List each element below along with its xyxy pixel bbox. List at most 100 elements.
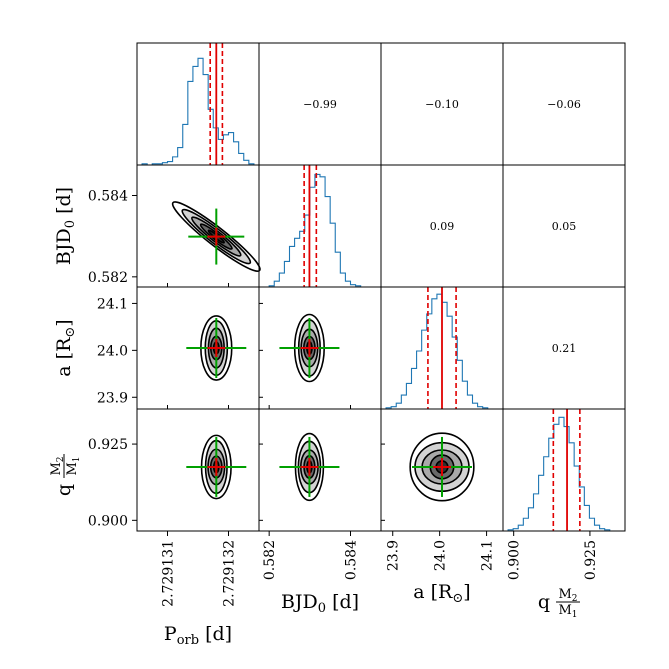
frac-num-sub: 2 bbox=[56, 456, 66, 462]
label-subscript: 0 bbox=[318, 601, 326, 616]
hist-step-semimajor bbox=[381, 293, 503, 410]
frac-num: M bbox=[558, 587, 571, 602]
x-axis-label: a [R⊙] bbox=[413, 581, 470, 606]
fraction-denominator: M1 bbox=[65, 456, 82, 475]
label-main: a bbox=[53, 365, 75, 376]
scatter-panel-period-semimajor bbox=[136, 286, 260, 410]
x-label-bjd0: BJD0 [d] bbox=[281, 591, 359, 616]
label-main: P bbox=[164, 623, 177, 645]
y-axis-label: q bbox=[53, 484, 75, 496]
label-main: BJD bbox=[53, 228, 75, 265]
x-tick-label: 2.729131 bbox=[161, 540, 177, 607]
label-main: q bbox=[53, 484, 75, 496]
y-tick-label: 0.582 bbox=[88, 270, 128, 286]
corr-value: 0.05 bbox=[552, 220, 577, 233]
x-tick-label: 0.582 bbox=[262, 540, 278, 580]
y-axis-massratio: 0.900 0.925 bbox=[88, 437, 385, 529]
frac-den: M bbox=[65, 462, 80, 475]
fraction-denominator: M1 bbox=[558, 603, 577, 620]
frac-num-sub: 2 bbox=[572, 594, 578, 604]
label-unit-subscript: ⊙ bbox=[452, 591, 463, 606]
label-unit: [d] bbox=[199, 623, 232, 645]
fraction-numerator: M2 bbox=[558, 587, 577, 604]
y-label-bjd0: BJD0 [d] bbox=[53, 187, 78, 265]
label-unit-subscript: ⊙ bbox=[63, 327, 78, 338]
x-tick-label: 0.900 bbox=[507, 540, 523, 580]
hist-panel-bjd0 bbox=[258, 164, 382, 288]
hist-frame-bjd0 bbox=[258, 164, 382, 288]
label-unit-close: ] bbox=[53, 319, 75, 326]
y-axis-semimajor: 23.9 24.0 24.1 bbox=[97, 296, 263, 406]
x-tick-label: 24.0 bbox=[433, 540, 449, 571]
y-tick-label: 0.900 bbox=[88, 513, 128, 529]
label-subscript: orb bbox=[177, 633, 199, 648]
label-subscript: 0 bbox=[63, 220, 78, 228]
hist-panel-massratio bbox=[502, 408, 626, 532]
corr-panel-2-3: 0.21 bbox=[502, 286, 626, 410]
corr-value: −0.99 bbox=[303, 98, 337, 111]
x-tick-label: 0.925 bbox=[583, 540, 599, 580]
x-label-period: Porb [d] bbox=[164, 623, 232, 648]
corr-panel-1-3: 0.05 bbox=[502, 164, 626, 288]
x-tick-label: 2.729132 bbox=[222, 540, 238, 607]
corr-panel-0-1: −0.99 bbox=[258, 42, 382, 166]
x-tick-label: 23.9 bbox=[386, 540, 402, 571]
scatter-panel-bjd0-semimajor bbox=[258, 286, 382, 410]
label-unit: [R bbox=[53, 337, 75, 365]
x-axis-label: q bbox=[538, 591, 550, 613]
y-tick-label: 0.925 bbox=[88, 437, 128, 453]
scatter-panel-bjd0-massratio bbox=[258, 408, 382, 532]
corr-panel-0-2: −0.10 bbox=[380, 42, 504, 166]
label-unit: [d] bbox=[326, 591, 359, 613]
label-unit-close: ] bbox=[463, 581, 470, 603]
corr-value: 0.09 bbox=[430, 220, 455, 233]
frac-num: M bbox=[49, 462, 64, 475]
corr-panel-1-2: 0.09 bbox=[380, 164, 504, 288]
label-main: BJD bbox=[281, 591, 318, 613]
x-axis-label: BJD0 [d] bbox=[281, 591, 359, 616]
corr-value: −0.10 bbox=[425, 98, 459, 111]
label-unit: [R bbox=[425, 581, 453, 603]
scatter-frame bbox=[136, 408, 260, 532]
y-axis-bjd0: 0.582 0.584 bbox=[88, 189, 137, 286]
fraction-numerator: M2 bbox=[49, 456, 66, 475]
x-axis-massratio: 0.900 0.925 bbox=[507, 531, 599, 580]
hist-step-period bbox=[137, 57, 259, 166]
label-main: a bbox=[413, 581, 424, 603]
x-axis-bjd0: 0.582 0.584 bbox=[262, 405, 360, 580]
hist-panel-semimajor bbox=[380, 286, 504, 410]
y-tick-label: 24.1 bbox=[97, 296, 128, 312]
label-main: q bbox=[538, 591, 550, 613]
corr-frame bbox=[502, 286, 626, 410]
scatter-panel-period-bjd0 bbox=[136, 164, 261, 288]
y-tick-label: 24.0 bbox=[97, 343, 128, 359]
hist-panel-period bbox=[136, 42, 260, 166]
hist-step-bjd0 bbox=[259, 173, 381, 288]
hist-frame-massratio bbox=[502, 408, 626, 532]
scatter-panel-period-massratio bbox=[136, 408, 260, 532]
x-tick-label: 24.1 bbox=[480, 540, 496, 571]
hist-step-massratio bbox=[503, 416, 625, 532]
y-tick-label: 0.584 bbox=[88, 189, 128, 205]
label-unit: [d] bbox=[53, 187, 75, 220]
frac-den-sub: 1 bbox=[72, 456, 82, 462]
frac-den: M bbox=[558, 603, 571, 618]
y-label-semimajor: a [R⊙] bbox=[53, 319, 78, 376]
scatter-panel-semimajor-massratio bbox=[380, 408, 504, 532]
x-label-semimajor: a [R⊙] bbox=[413, 581, 470, 606]
frac-den-sub: 1 bbox=[572, 610, 578, 620]
y-axis-label: a [R⊙] bbox=[53, 319, 78, 376]
x-axis-label: Porb [d] bbox=[164, 623, 232, 648]
corr-value: 0.21 bbox=[552, 342, 577, 355]
x-tick-label: 0.584 bbox=[344, 540, 360, 580]
corr-panel-0-3: −0.06 bbox=[502, 42, 626, 166]
x-axis-semimajor: 23.9 24.0 24.1 bbox=[386, 531, 496, 571]
y-axis-label: BJD0 [d] bbox=[53, 187, 78, 265]
x-axis-period: 2.729131 2.729132 bbox=[161, 283, 238, 607]
y-tick-label: 23.9 bbox=[97, 390, 128, 406]
